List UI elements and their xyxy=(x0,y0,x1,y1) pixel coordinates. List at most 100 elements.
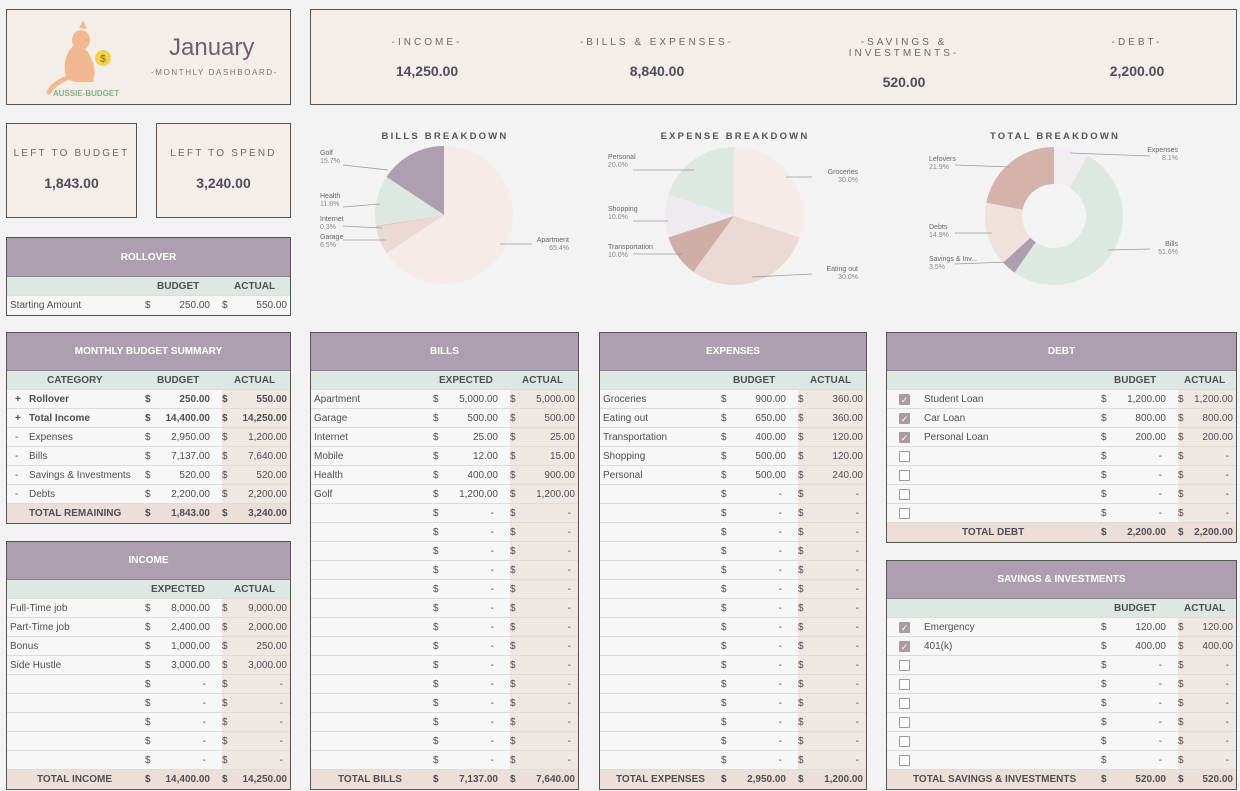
empty-value[interactable]: - xyxy=(1158,679,1162,690)
actual-cell[interactable]: 25.00 xyxy=(549,432,575,443)
empty-row[interactable]: $ - $ - xyxy=(600,656,866,675)
empty-row[interactable]: $ - $ - xyxy=(7,675,290,694)
empty-value[interactable]: - xyxy=(279,755,283,766)
actual-cell[interactable]: 9,000.00 xyxy=(248,603,287,614)
budget-cell[interactable]: 120.00 xyxy=(1135,622,1166,633)
actual-cell[interactable]: 360.00 xyxy=(832,413,863,424)
empty-value[interactable]: - xyxy=(778,679,782,690)
empty-value[interactable]: - xyxy=(567,679,571,690)
empty-value[interactable]: - xyxy=(855,508,859,519)
table-row[interactable]: ✓ Student Loan $1,200.00 $1,200.00 xyxy=(887,390,1236,409)
empty-value[interactable]: - xyxy=(1158,736,1162,747)
table-row[interactable]: Apartment $5,000.00 $5,000.00 xyxy=(311,390,578,409)
empty-value[interactable]: - xyxy=(567,584,571,595)
empty-value[interactable]: - xyxy=(1158,755,1162,766)
empty-value[interactable]: - xyxy=(778,698,782,709)
budget-cell[interactable]: 25.00 xyxy=(472,432,498,443)
empty-value[interactable]: - xyxy=(855,527,859,538)
actual-cell[interactable]: 120.00 xyxy=(832,451,863,462)
budget-cell[interactable]: 5,000.00 xyxy=(459,394,498,405)
empty-value[interactable]: - xyxy=(1225,698,1229,709)
row-checkbox[interactable] xyxy=(899,489,910,500)
empty-value[interactable]: - xyxy=(855,546,859,557)
row-checkbox[interactable] xyxy=(899,470,910,481)
bills-slice-garage[interactable] xyxy=(376,215,444,254)
empty-value[interactable]: - xyxy=(490,660,494,671)
empty-row[interactable]: $ - $ - xyxy=(887,675,1236,694)
empty-row[interactable]: $ - $ - xyxy=(600,542,866,561)
empty-value[interactable]: - xyxy=(778,641,782,652)
budget-cell[interactable]: 500.00 xyxy=(755,470,786,481)
table-row[interactable]: - Savings & Investments $520.00 $520.00 xyxy=(7,466,290,485)
empty-row[interactable]: $ - $ - xyxy=(600,713,866,732)
empty-value[interactable]: - xyxy=(490,508,494,519)
actual-cell[interactable]: 120.00 xyxy=(1202,622,1233,633)
actual-cell[interactable]: 1,200.00 xyxy=(536,489,575,500)
budget-cell[interactable]: 400.00 xyxy=(1135,641,1166,652)
actual-cell[interactable]: 15.00 xyxy=(549,451,575,462)
empty-value[interactable]: - xyxy=(778,527,782,538)
empty-row[interactable]: $ - $ - xyxy=(311,523,578,542)
table-row[interactable]: Eating out $650.00 $360.00 xyxy=(600,409,866,428)
table-row[interactable]: Golf $1,200.00 $1,200.00 xyxy=(311,485,578,504)
empty-row[interactable]: $ - $ - xyxy=(7,694,290,713)
empty-value[interactable]: - xyxy=(567,660,571,671)
empty-value[interactable]: - xyxy=(279,717,283,728)
bills-slice-internet[interactable] xyxy=(375,215,444,228)
empty-value[interactable]: - xyxy=(778,717,782,728)
table-row[interactable]: ✓ Emergency $120.00 $120.00 xyxy=(887,618,1236,637)
empty-value[interactable]: - xyxy=(778,622,782,633)
table-row[interactable]: Groceries $900.00 $360.00 xyxy=(600,390,866,409)
budget-cell[interactable]: 7,137.00 xyxy=(171,451,210,462)
empty-value[interactable]: - xyxy=(202,736,206,747)
actual-cell[interactable]: 500.00 xyxy=(544,413,575,424)
budget-cell[interactable]: 1,000.00 xyxy=(171,641,210,652)
actual-cell[interactable]: 120.00 xyxy=(832,432,863,443)
empty-value[interactable]: - xyxy=(778,660,782,671)
table-row[interactable]: Transportation $400.00 $120.00 xyxy=(600,428,866,447)
budget-cell[interactable]: 800.00 xyxy=(1135,413,1166,424)
empty-value[interactable]: - xyxy=(490,584,494,595)
actual-cell[interactable]: 2,200.00 xyxy=(248,489,287,500)
bills-slice-golf[interactable] xyxy=(386,146,445,215)
empty-value[interactable]: - xyxy=(855,755,859,766)
actual-cell[interactable]: 2,000.00 xyxy=(248,622,287,633)
table-row[interactable]: Garage $500.00 $500.00 xyxy=(311,409,578,428)
empty-value[interactable]: - xyxy=(490,679,494,690)
table-row[interactable]: Health $400.00 $900.00 xyxy=(311,466,578,485)
empty-value[interactable]: - xyxy=(1225,660,1229,671)
empty-row[interactable]: $ - $ - xyxy=(311,694,578,713)
row-checkbox[interactable] xyxy=(899,698,910,709)
table-row[interactable]: ✓ 401(k) $400.00 $400.00 xyxy=(887,637,1236,656)
empty-value[interactable]: - xyxy=(778,755,782,766)
actual-cell[interactable]: 360.00 xyxy=(832,394,863,405)
row-checkbox[interactable] xyxy=(899,717,910,728)
empty-row[interactable]: $ - $ - xyxy=(600,675,866,694)
table-row[interactable]: - Bills $7,137.00 $7,640.00 xyxy=(7,447,290,466)
actual-cell[interactable]: 5,000.00 xyxy=(536,394,575,405)
empty-row[interactable]: $ - $ - xyxy=(600,504,866,523)
budget-cell[interactable]: 400.00 xyxy=(755,432,786,443)
empty-value[interactable]: - xyxy=(202,698,206,709)
empty-row[interactable]: $ - $ - xyxy=(311,732,578,751)
empty-value[interactable]: - xyxy=(778,603,782,614)
empty-value[interactable]: - xyxy=(1225,489,1229,500)
row-checkbox[interactable] xyxy=(899,736,910,747)
empty-row[interactable]: $ - $ - xyxy=(311,675,578,694)
empty-row[interactable]: $ - $ - xyxy=(887,504,1236,523)
empty-row[interactable]: $ - $ - xyxy=(887,656,1236,675)
budget-cell[interactable]: 520.00 xyxy=(179,470,210,481)
empty-value[interactable]: - xyxy=(855,698,859,709)
actual-cell[interactable]: 1,200.00 xyxy=(1194,394,1233,405)
budget-cell[interactable]: 900.00 xyxy=(755,394,786,405)
empty-value[interactable]: - xyxy=(1225,451,1229,462)
budget-cell[interactable]: 2,950.00 xyxy=(171,432,210,443)
empty-value[interactable]: - xyxy=(1158,470,1162,481)
budget-cell[interactable]: 2,400.00 xyxy=(171,622,210,633)
empty-value[interactable]: - xyxy=(1158,717,1162,728)
table-row[interactable]: Internet $25.00 $25.00 xyxy=(311,428,578,447)
budget-cell[interactable]: 500.00 xyxy=(467,413,498,424)
empty-value[interactable]: - xyxy=(567,698,571,709)
actual-cell[interactable]: 900.00 xyxy=(544,470,575,481)
empty-value[interactable]: - xyxy=(567,641,571,652)
